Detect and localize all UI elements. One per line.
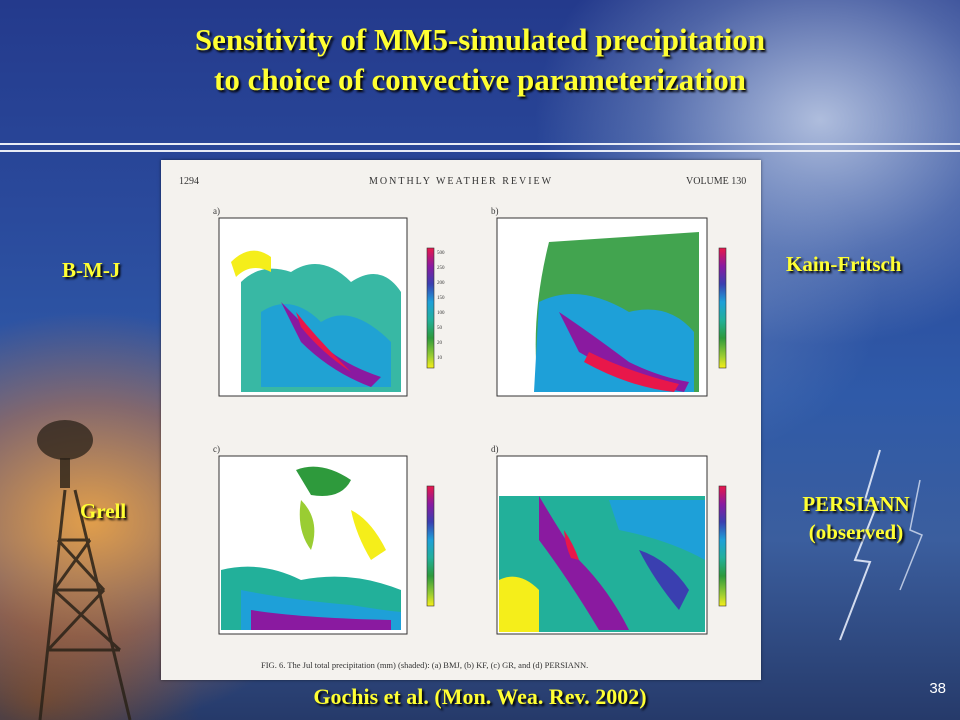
title-line-1: Sensitivity of MM5-simulated precipitati… <box>194 22 766 57</box>
page-number: 1294 <box>179 176 199 187</box>
journal-name: MONTHLY WEATHER REVIEW <box>369 176 554 187</box>
label-kain-fritsch: Kain-Fritsch <box>786 252 902 276</box>
legend-value: 50 <box>437 326 443 331</box>
svg-text:a): a) <box>213 206 220 216</box>
panel-d-map: d) <box>491 444 727 635</box>
legend-value: 100 <box>437 311 445 316</box>
slide-title: Sensitivity of MM5-simulated precipitati… <box>0 20 960 100</box>
figure-caption: FIG. 6. The Jul total precipitation (mm)… <box>261 660 589 670</box>
panel-c-grell: c) <box>201 440 466 650</box>
weather-tower-silhouette <box>37 420 132 720</box>
panel-a-map: a) 500 250 200 150 100 50 20 10 <box>213 206 445 397</box>
slide-number: 38 <box>929 680 946 697</box>
legend-value: 200 <box>437 281 445 286</box>
legend-value: 500 <box>437 251 445 256</box>
svg-text:b): b) <box>491 206 499 216</box>
svg-text:c): c) <box>213 444 220 454</box>
legend-value: 150 <box>437 296 445 301</box>
legend-value: 20 <box>437 341 443 346</box>
label-grell: Grell <box>80 499 127 523</box>
panel-d-persiann: d) <box>479 440 744 650</box>
journal-volume: VOLUME 130 <box>686 176 747 187</box>
label-persiann-name: PERSIANN <box>802 492 910 516</box>
panel-a-bmj: a) 500 250 200 150 100 50 20 10 <box>201 202 466 412</box>
journal-figure-page: 1294 MONTHLY WEATHER REVIEW VOLUME 130 a… <box>161 160 761 680</box>
svg-text:d): d) <box>491 444 499 454</box>
legend-value: 250 <box>437 266 445 271</box>
panel-b-map: b) <box>491 206 727 397</box>
title-divider-top <box>0 143 960 145</box>
panel-b-kf: b) <box>479 202 744 412</box>
title-line-2: to choice of convective parameterization <box>214 62 746 97</box>
title-divider-bottom <box>0 150 960 152</box>
label-persiann-observed: (observed) <box>808 520 904 544</box>
label-persiann: PERSIANN (observed) <box>784 490 928 546</box>
lightning-decoration <box>839 449 923 641</box>
legend-value: 10 <box>437 356 443 361</box>
label-bmj: B-M-J <box>62 258 121 282</box>
citation: Gochis et al. (Mon. Wea. Rev. 2002) <box>313 684 647 709</box>
panel-c-map: c) <box>213 444 435 635</box>
